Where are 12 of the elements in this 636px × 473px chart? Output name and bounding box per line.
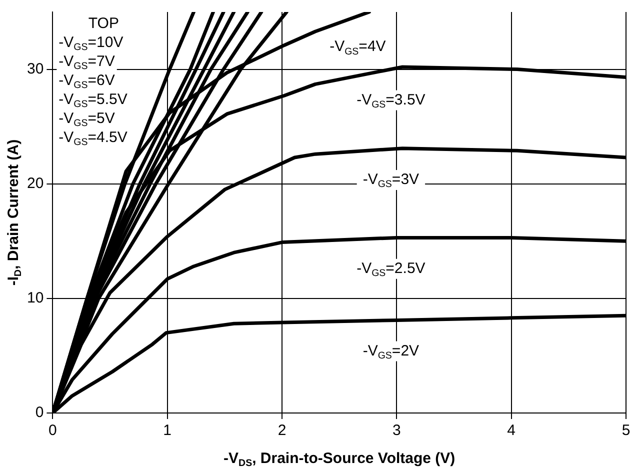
x-tick-label: 0 (48, 422, 57, 440)
x-tick-label: 2 (278, 422, 286, 440)
x-tick-label: 3 (392, 422, 401, 440)
y-tick-label: 0 (35, 404, 44, 422)
x-tick-label: 1 (163, 422, 172, 440)
y-tick-label: 30 (26, 60, 44, 78)
x-tick-label: 5 (622, 422, 630, 440)
y-tick-label: 20 (26, 175, 44, 192)
annotation: TOP (88, 15, 119, 32)
y-tick-label: 10 (26, 290, 44, 307)
y-axis-title: -ID, Drain Current (A) (5, 139, 24, 286)
x-tick-label: 4 (507, 422, 516, 440)
